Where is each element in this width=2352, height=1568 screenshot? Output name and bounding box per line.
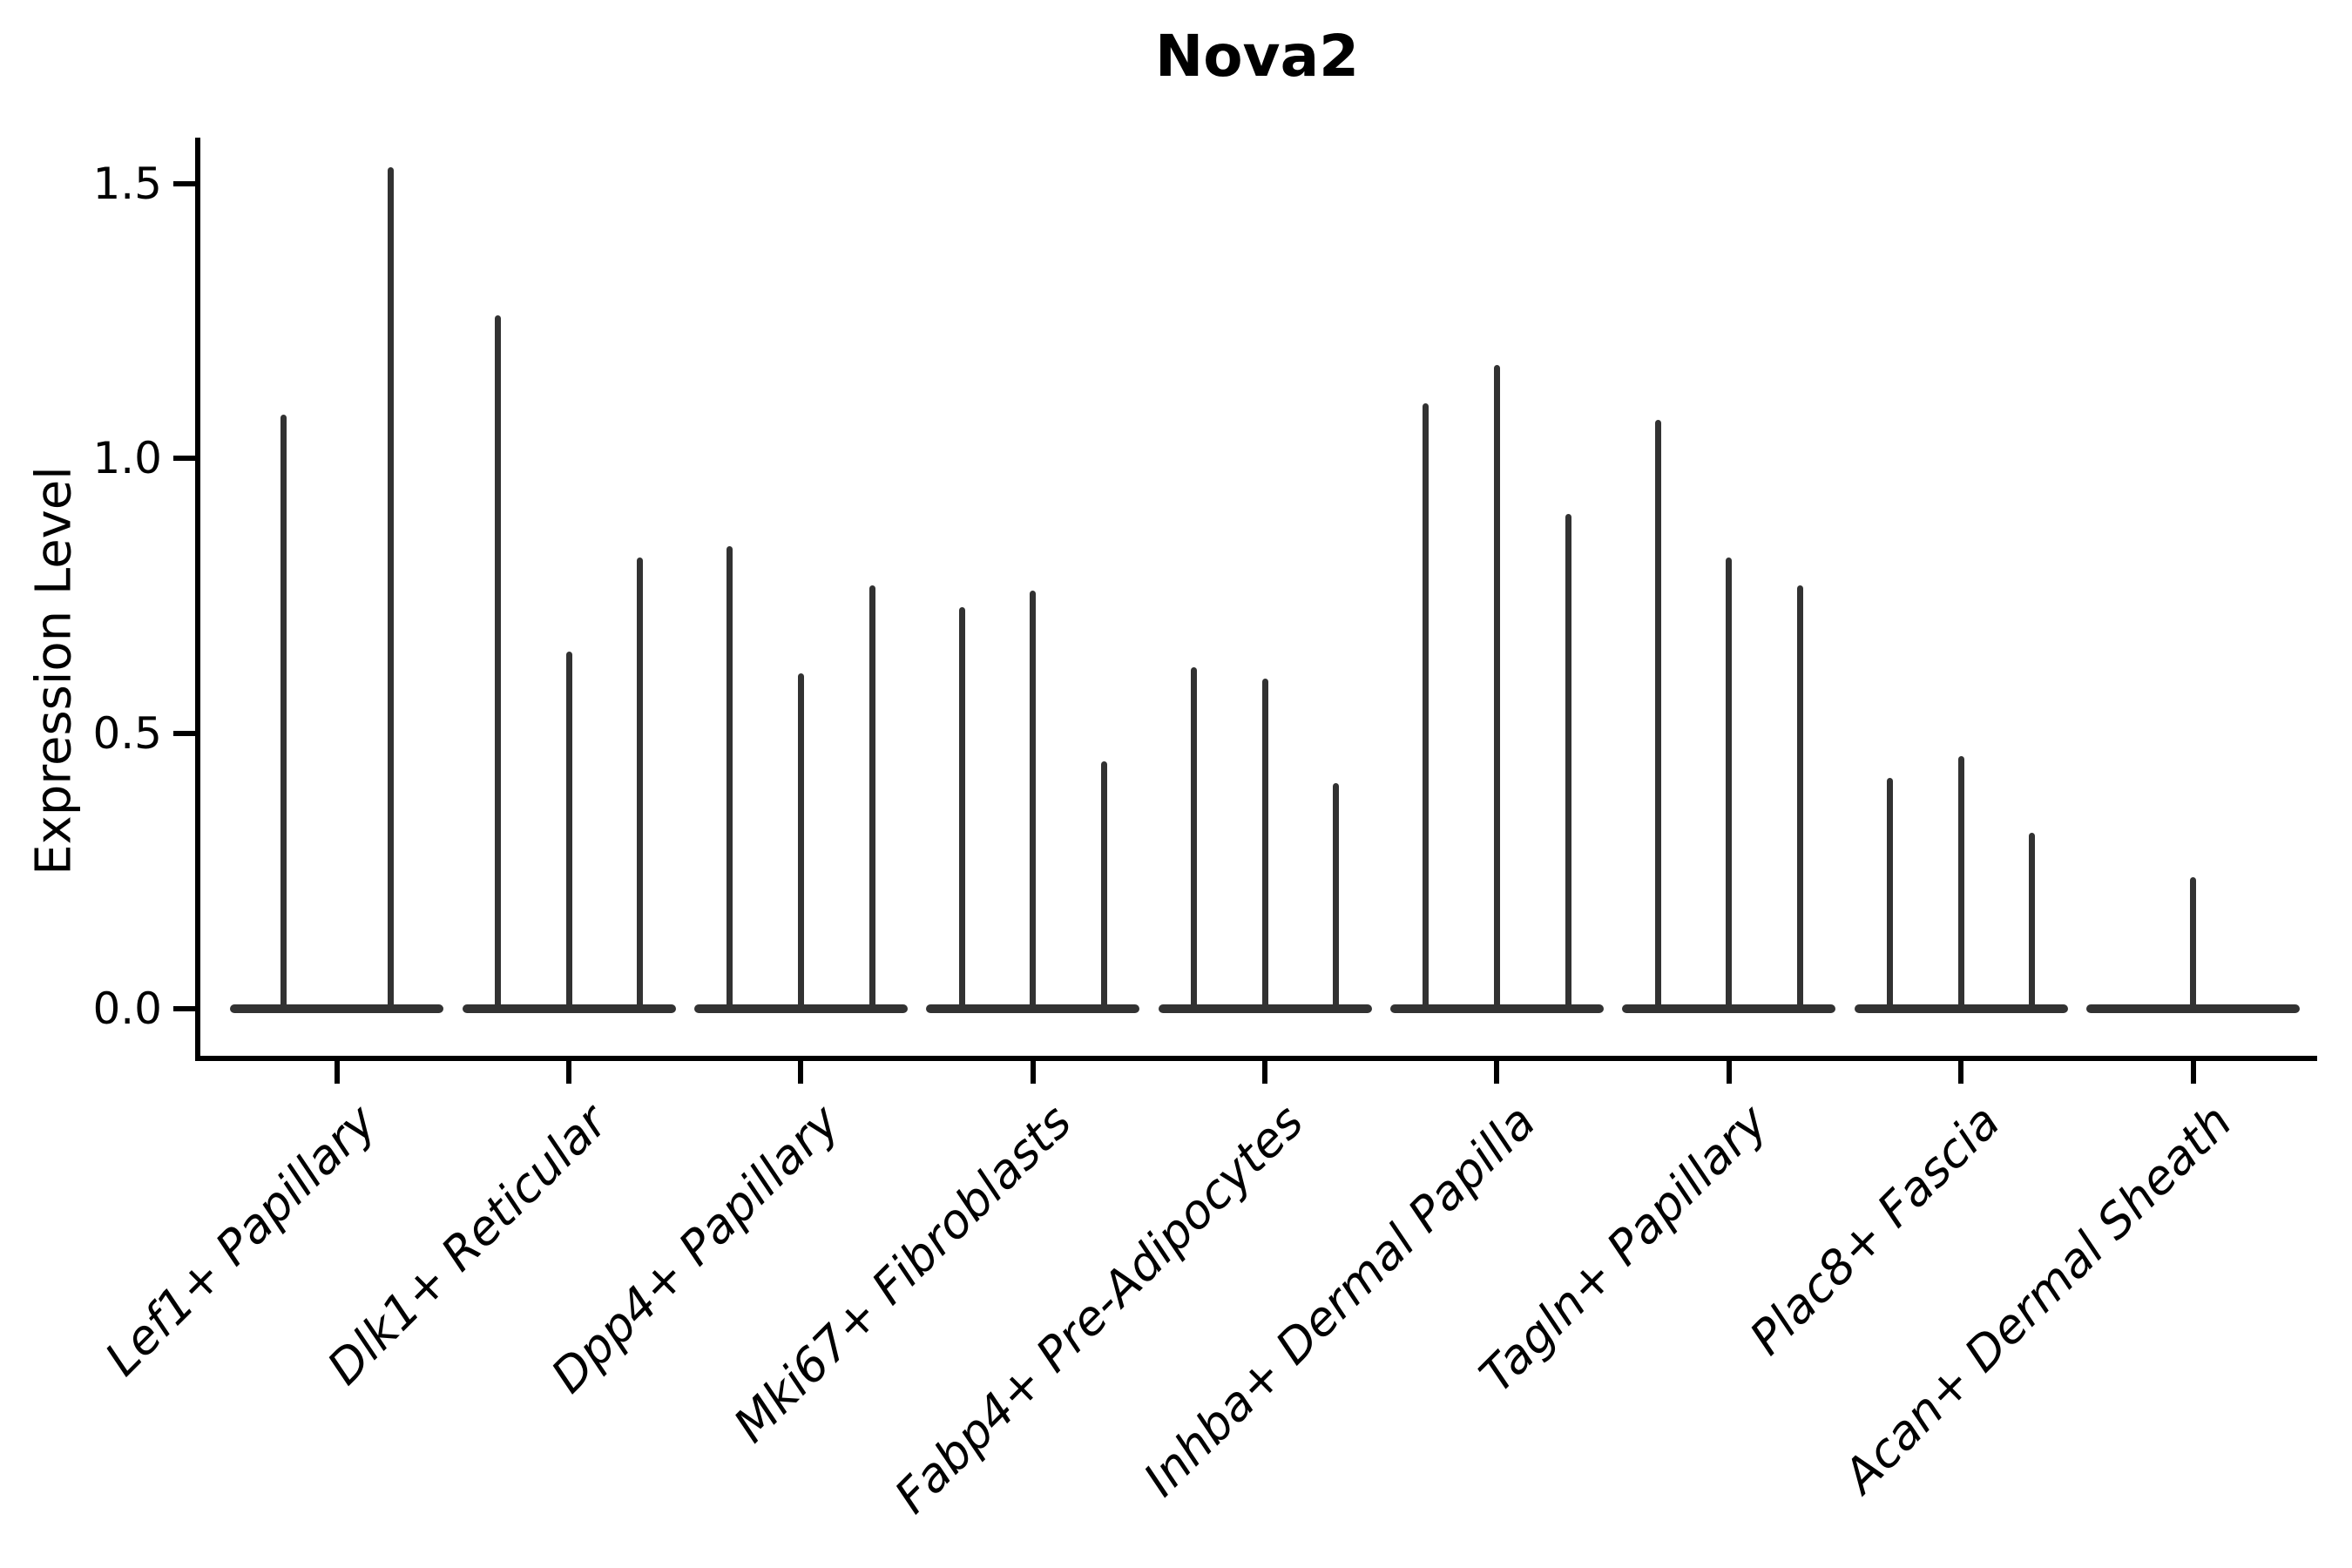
- violin-spike: [1493, 365, 1500, 1010]
- violin-spike: [1261, 679, 1268, 1010]
- y-tick-label: 0.5: [92, 708, 162, 760]
- violin-spike: [2029, 832, 2036, 1010]
- violin-baseline: [2085, 1004, 2300, 1014]
- x-tick-label: Plac8+ Fascia: [1739, 1094, 2011, 1366]
- violin-spike: [1957, 755, 1964, 1010]
- x-tick-mark: [1494, 1061, 1500, 1084]
- violin-spike: [868, 585, 875, 1010]
- violin-baseline: [1389, 1004, 1604, 1014]
- x-tick-label: Fabp4+ Pre-Adipocytes: [884, 1094, 1315, 1524]
- violin-spike: [2190, 876, 2196, 1010]
- y-tick-label: 1.5: [92, 158, 162, 209]
- violin-baseline: [926, 1004, 1140, 1014]
- y-tick-mark: [173, 456, 198, 462]
- violin-spike: [494, 315, 501, 1010]
- violin-spike: [280, 414, 287, 1010]
- violin-spike: [958, 606, 965, 1010]
- violin-spike: [1333, 783, 1340, 1010]
- violin-baseline: [1158, 1004, 1372, 1014]
- x-tick-mark: [1262, 1061, 1268, 1084]
- x-tick-mark: [334, 1061, 340, 1084]
- violin-baseline: [693, 1004, 908, 1014]
- violin-baseline: [1622, 1004, 1836, 1014]
- y-axis-label: Expression Level: [25, 466, 83, 875]
- x-tick-mark: [1726, 1061, 1732, 1084]
- violin-spike: [1654, 420, 1661, 1010]
- y-axis-spine: [195, 138, 200, 1061]
- violin-spike: [1565, 513, 1571, 1010]
- x-tick-label: Inhba+ Dermal Papilla: [1133, 1094, 1547, 1507]
- x-tick-mark: [2190, 1061, 2196, 1084]
- y-tick-label: 1.0: [92, 433, 162, 484]
- violin-baseline: [230, 1004, 444, 1014]
- violin-baseline: [1854, 1004, 2068, 1014]
- violin-spike: [1886, 777, 1893, 1010]
- violin-spike: [1797, 585, 1803, 1010]
- x-tick-mark: [798, 1061, 804, 1084]
- violin-spike: [1100, 760, 1107, 1010]
- x-tick-mark: [566, 1061, 572, 1084]
- violin-spike: [1190, 667, 1197, 1010]
- x-tick-mark: [1958, 1061, 1964, 1084]
- y-tick-mark: [173, 1006, 198, 1012]
- violin-spike: [727, 546, 733, 1010]
- y-tick-mark: [173, 180, 198, 186]
- chart-title: Nova2: [1154, 23, 1360, 90]
- x-tick-label: Acan+ Dermal Sheath: [1833, 1094, 2243, 1504]
- y-tick-label: 0.0: [92, 983, 162, 1035]
- violin-spike: [565, 651, 572, 1010]
- x-tick-mark: [1030, 1061, 1036, 1084]
- violin-spike: [797, 672, 804, 1010]
- x-axis-spine: [195, 1056, 2317, 1061]
- violin-spike: [1030, 591, 1037, 1010]
- y-tick-mark: [173, 731, 198, 737]
- violin-spike: [637, 558, 644, 1010]
- violin-spike: [1423, 403, 1429, 1010]
- violin-spike: [1726, 558, 1733, 1010]
- violin-spike: [387, 166, 394, 1010]
- violin-baseline: [462, 1004, 676, 1014]
